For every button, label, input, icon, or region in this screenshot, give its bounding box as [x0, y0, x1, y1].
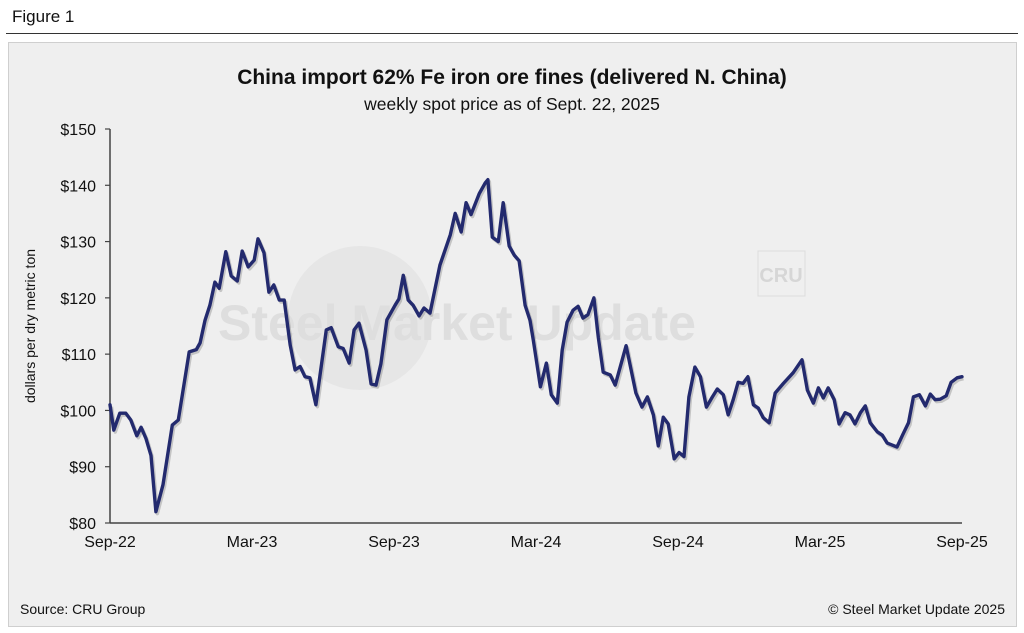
y-tick-label: $130	[60, 235, 96, 252]
x-tick-label: Sep-25	[936, 534, 988, 551]
x-tick-label: Mar-24	[511, 534, 562, 551]
y-tick-label: $80	[69, 516, 96, 533]
copyright-note: © Steel Market Update 2025	[828, 601, 1005, 617]
watermark: Steel Market Update CRU	[218, 246, 806, 390]
source-note: Source: CRU Group	[20, 601, 145, 617]
chart-panel	[8, 42, 1017, 627]
x-tick-label: Sep-23	[368, 534, 420, 551]
y-tick-label: $120	[60, 291, 96, 308]
series-line	[108, 178, 964, 514]
y-tick-label: $90	[69, 460, 96, 477]
x-tick-label: Sep-22	[84, 534, 136, 551]
header-divider	[6, 33, 1018, 34]
watermark-text: Steel Market Update	[218, 295, 696, 351]
chart-title: China import 62% Fe iron ore fines (deli…	[237, 66, 787, 89]
y-tick-label: $100	[60, 403, 96, 420]
cru-logo-icon: CRU	[759, 265, 802, 287]
x-tick-label: Mar-25	[795, 534, 846, 551]
y-tick-label: $140	[60, 178, 96, 195]
figure-label: Figure 1	[12, 7, 75, 26]
y-tick-label: $110	[62, 347, 97, 364]
chart-subtitle: weekly spot price as of Sept. 22, 2025	[363, 94, 660, 114]
x-tick-label: Sep-24	[652, 534, 704, 551]
x-tick-label: Mar-23	[227, 534, 278, 551]
y-axis-label: dollars per dry metric ton	[22, 249, 38, 403]
y-tick-label: $150	[60, 122, 96, 139]
cru-logo-box	[757, 250, 806, 297]
